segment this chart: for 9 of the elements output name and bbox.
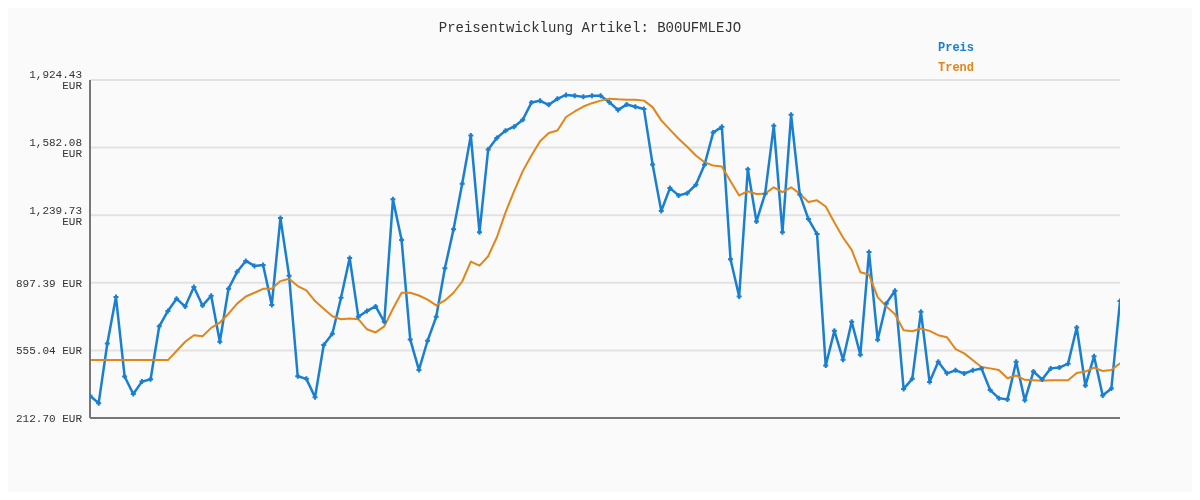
text: Preis bbox=[938, 40, 975, 57]
text: Trend bbox=[938, 60, 975, 77]
y-tick-label: 1,239.73 EUR bbox=[29, 204, 83, 228]
y-tick-label: 555.04 EUR bbox=[15, 345, 83, 358]
chart-title: Preisentwicklung Artikel: B00UFMLEJO bbox=[437, 20, 743, 36]
y-tick-label: 1,582.08 EUR bbox=[29, 137, 83, 161]
y-tick-label: 1,924.43 EUR bbox=[29, 69, 83, 93]
y-tick-label: 897.39 EUR bbox=[15, 277, 83, 290]
y-tick-label: 212.70 EUR bbox=[15, 412, 83, 425]
